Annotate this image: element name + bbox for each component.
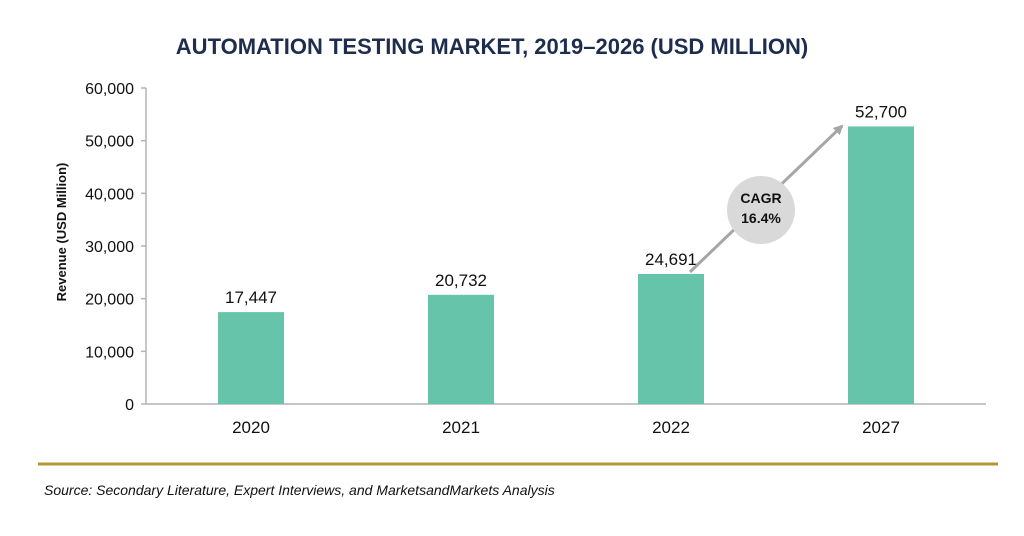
bar — [848, 126, 914, 405]
bar — [428, 294, 494, 404]
data-label: 24,691 — [645, 250, 697, 269]
y-tick-label: 50,000 — [85, 134, 134, 151]
y-tick-label: 30,000 — [85, 239, 134, 256]
x-tick-label: 2022 — [652, 418, 690, 437]
y-tick-label: 0 — [125, 397, 134, 414]
data-label: 20,732 — [435, 271, 487, 290]
y-tick-label: 10,000 — [85, 344, 134, 361]
y-tick-label: 20,000 — [85, 292, 134, 309]
data-label: 17,447 — [225, 288, 277, 307]
data-label: 52,700 — [855, 102, 907, 121]
cagr-annotation: CAGR 16.4% — [688, 124, 844, 274]
source-note: Source: Secondary Literature, Expert Int… — [44, 482, 555, 498]
y-tick-label: 40,000 — [85, 186, 134, 203]
x-tick-label: 2020 — [232, 418, 270, 437]
chart-title: AUTOMATION TESTING MARKET, 2019–2026 (US… — [176, 34, 808, 59]
bar — [638, 273, 704, 404]
x-tick-label: 2021 — [442, 418, 480, 437]
x-tick-label: 2027 — [862, 418, 900, 437]
axes: 0 10,000 20,000 30,000 40,000 50,000 60,000 — [85, 81, 986, 414]
cagr-label: CAGR — [740, 190, 781, 206]
y-tick-label: 60,000 — [85, 81, 134, 98]
cagr-value: 16.4% — [741, 210, 781, 226]
bar — [218, 312, 284, 404]
bars: 17,447 2020 20,732 2021 24,691 2022 52,700 2027 — [218, 102, 914, 437]
y-axis-label: Revenue (USD Million) — [54, 163, 69, 302]
cagr-bubble — [727, 176, 795, 244]
